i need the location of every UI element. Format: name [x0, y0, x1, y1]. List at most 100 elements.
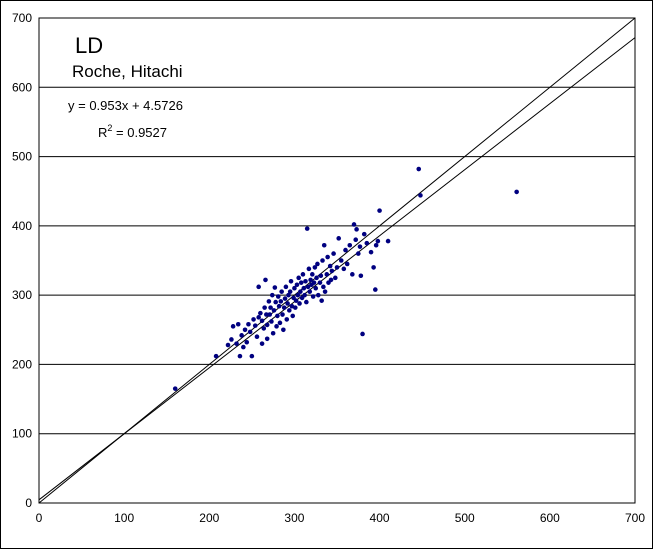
x-tick-label: 400	[370, 511, 390, 525]
data-point	[259, 341, 265, 346]
data-point	[282, 296, 288, 301]
data-point	[273, 299, 278, 305]
data-point	[213, 353, 219, 359]
data-point	[317, 280, 323, 285]
data-point	[318, 273, 324, 279]
reference-lines	[38, 17, 636, 504]
data-point	[343, 247, 348, 253]
data-point	[311, 280, 317, 285]
data-point	[304, 299, 309, 305]
data-point	[371, 265, 376, 270]
data-point	[321, 242, 327, 248]
data-point	[276, 303, 282, 309]
data-point	[377, 208, 382, 213]
data-point	[347, 242, 353, 248]
data-point	[324, 272, 330, 277]
data-point	[514, 189, 519, 195]
data-point	[288, 278, 294, 284]
data-point	[247, 329, 253, 335]
data-point	[292, 285, 297, 291]
data-point	[281, 305, 287, 310]
data-point	[364, 240, 370, 246]
data-point	[251, 317, 256, 322]
data-point	[172, 386, 178, 391]
data-point	[281, 327, 286, 333]
r-squared-value: = 0.9527	[112, 125, 167, 140]
data-point	[301, 285, 307, 291]
data-point	[275, 294, 281, 299]
data-point	[325, 254, 330, 260]
data-point	[353, 237, 359, 243]
data-point	[235, 321, 241, 327]
y-tick-label: 700	[12, 11, 32, 25]
data-point	[336, 236, 342, 241]
data-point	[354, 227, 359, 232]
data-point	[350, 272, 355, 277]
data-point	[270, 330, 276, 336]
data-point	[332, 275, 338, 281]
data-point	[266, 299, 272, 304]
data-point	[315, 261, 320, 267]
data-point	[278, 299, 284, 304]
data-point	[287, 289, 293, 294]
data-point	[319, 298, 324, 303]
data-point	[304, 226, 310, 231]
data-point	[268, 305, 273, 310]
data-point	[355, 251, 361, 256]
data-point	[293, 298, 299, 303]
data-point	[303, 278, 308, 284]
y-tick-label: 0	[25, 496, 32, 510]
data-point	[385, 238, 391, 244]
data-point	[287, 308, 292, 313]
data-point	[225, 342, 231, 348]
data-point	[249, 353, 255, 359]
y-tick-label: 300	[12, 288, 32, 302]
data-point	[294, 282, 300, 288]
data-point	[315, 292, 321, 298]
data-point	[344, 261, 350, 267]
data-point	[292, 305, 298, 310]
data-point	[320, 258, 325, 263]
data-point	[357, 244, 363, 249]
data-point	[297, 301, 302, 306]
data-point	[263, 277, 268, 283]
x-tick-label: 600	[540, 511, 560, 525]
r-squared-label: R2 = 0.9527	[98, 123, 167, 140]
data-point	[329, 268, 335, 274]
data-point	[269, 319, 274, 324]
data-point	[306, 266, 312, 272]
data-point	[283, 284, 289, 290]
data-point	[302, 292, 307, 298]
data-point	[314, 275, 319, 281]
data-points	[172, 166, 519, 391]
data-point	[259, 318, 265, 324]
data-point	[229, 337, 234, 342]
x-tick-label: 0	[36, 511, 43, 525]
data-point	[256, 315, 261, 320]
data-point	[258, 310, 263, 316]
data-point	[267, 312, 273, 317]
data-point	[261, 326, 267, 331]
data-point	[361, 231, 367, 237]
chart-title: LD	[75, 33, 103, 58]
data-point	[275, 313, 280, 319]
tick-labels: 0 100 200 300 400 500 600 700 0 100 200 300 400 500 60…	[12, 11, 645, 525]
data-point	[269, 292, 275, 298]
plot-area	[38, 17, 636, 504]
data-point	[264, 336, 270, 342]
data-point	[328, 277, 334, 283]
data-point	[241, 344, 246, 350]
data-point	[262, 305, 267, 310]
data-point	[279, 289, 284, 294]
chart-subtitle: Roche, Hitachi	[72, 62, 183, 81]
data-point	[341, 266, 347, 272]
x-tick-label: 500	[455, 511, 475, 525]
y-tick-label: 600	[12, 80, 32, 94]
data-point	[237, 353, 243, 359]
data-point	[252, 323, 258, 328]
data-point	[230, 324, 236, 329]
data-point	[298, 280, 304, 285]
data-point	[322, 289, 328, 294]
y-tick-label: 100	[12, 427, 32, 441]
